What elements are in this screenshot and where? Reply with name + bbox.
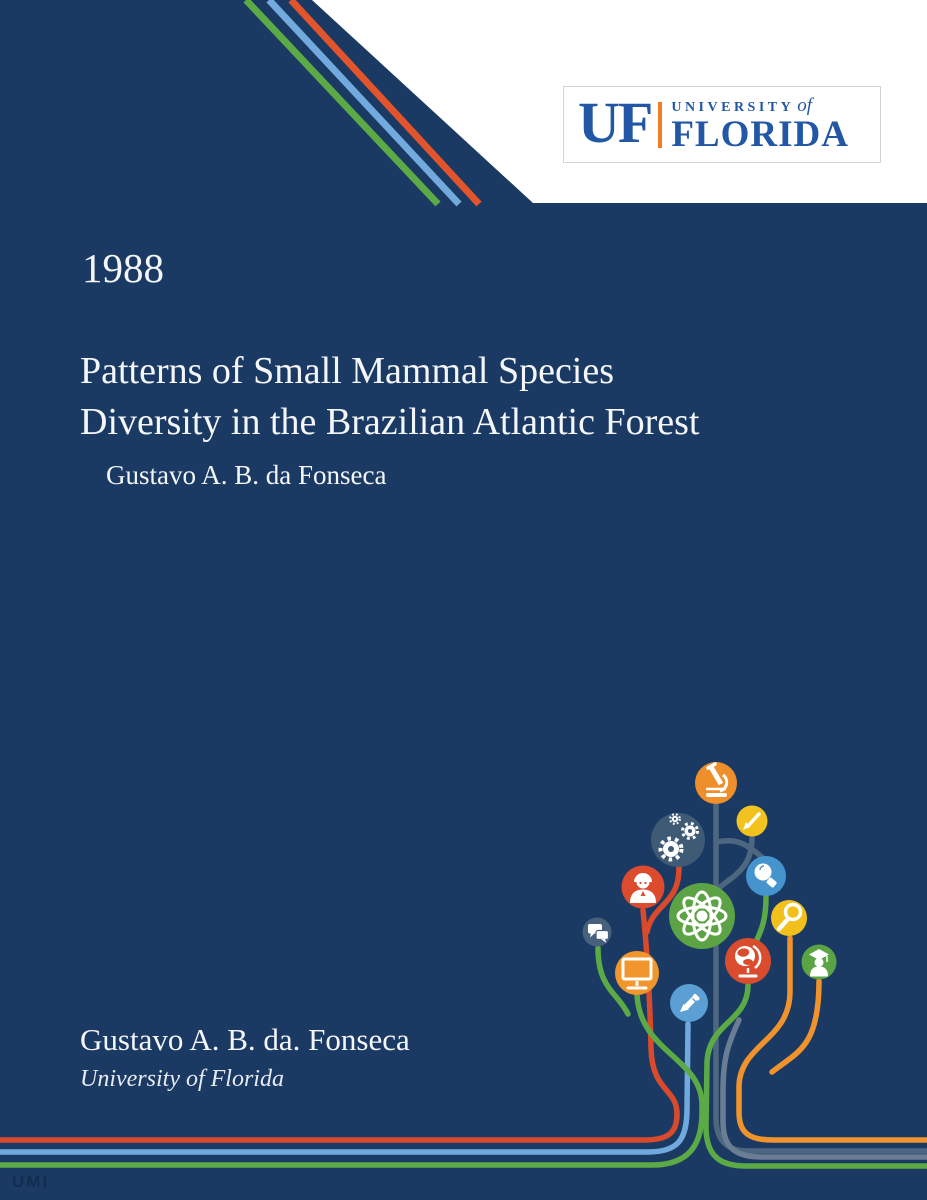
stem-orange-graduate [769, 978, 822, 1075]
logo-university-text: UNIVERSITY [671, 100, 795, 115]
diagonal-stripe-blue [266, 0, 462, 207]
title-line-2: Diversity in the Brazilian Atlantic Fore… [80, 401, 700, 443]
globe-icon [725, 938, 771, 984]
publication-year: 1988 [82, 245, 164, 291]
graduate-icon [801, 944, 837, 980]
lightbulb-icon [746, 856, 786, 896]
gears-icon [651, 813, 705, 867]
logo-university-of-line: UNIVERSITY of [671, 96, 849, 115]
stem-light-slate [720, 1017, 927, 1160]
stem-red-gears [644, 865, 682, 935]
uf-monogram: UF [578, 89, 653, 155]
stem-slate-trunk [713, 797, 927, 1154]
logo-wordmark: UNIVERSITY of FLORIDA [671, 96, 849, 153]
atom-icon [669, 883, 735, 949]
magnifier-icon [771, 900, 807, 936]
logo-divider-bar [658, 101, 663, 148]
footer-affiliation: University of Florida [80, 1066, 284, 1092]
title-line-1: Patterns of Small Mammal Species [80, 350, 615, 392]
logo-florida-text: FLORIDA [671, 114, 849, 155]
stem-green-globe [703, 982, 927, 1169]
logo-of-text: of [797, 95, 813, 116]
diagonal-stripe-orange [288, 0, 482, 207]
paintbrush-icon [736, 805, 768, 837]
stem-orange-magnifier [736, 935, 927, 1143]
author-name: Gustavo A. B. da Fonseca [106, 460, 387, 490]
pencil-icon [670, 984, 708, 1022]
stem-slate-bulb [714, 837, 767, 862]
monitor-icon [615, 951, 659, 995]
dissertation-title: Patterns of Small Mammal Species Diversi… [80, 346, 860, 448]
stem-slate-brush [714, 835, 755, 893]
footer-author-name: Gustavo A. B. da. Fonseca [80, 1022, 410, 1057]
tree-stems [0, 797, 927, 1169]
stem-green-chat [595, 945, 631, 1017]
uf-logo: UF UNIVERSITY of FLORIDA [563, 86, 881, 163]
diagonal-stripe-green [243, 0, 441, 207]
stem-green-bulb [747, 894, 769, 965]
person-headset-icon [621, 865, 665, 909]
chat-bubbles-icon [582, 917, 612, 947]
faint-watermark: UMI [12, 1172, 50, 1191]
microscope-icon [695, 762, 737, 804]
